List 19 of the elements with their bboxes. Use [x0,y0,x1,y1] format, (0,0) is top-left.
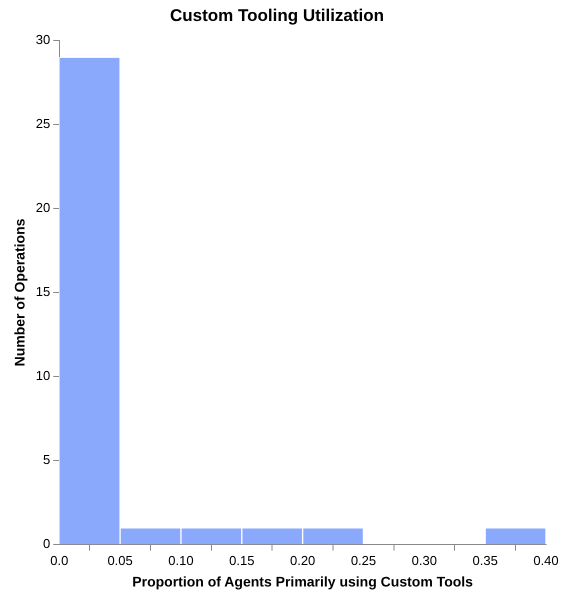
y-tick-label: 20 [36,200,50,216]
y-tick-label: 25 [36,116,50,132]
y-tick-label: 15 [36,284,50,300]
y-tick-label: 30 [36,32,50,47]
x-tick-label: 0.30 [412,552,437,568]
y-tick-label: 10 [36,368,50,384]
y-tick-label: 5 [43,452,50,468]
chart-title: Custom Tooling Utilization [170,6,384,25]
y-tick-label: 0 [43,536,50,552]
x-tick-label: 0.35 [472,552,498,568]
x-tick-label: 0.10 [168,552,194,568]
x-tick-label: 0.40 [533,552,559,568]
y-axis-title: Number of Operations [11,218,28,366]
x-tick-label: 0.05 [107,552,133,568]
x-tick-label: 0.0 [50,552,68,568]
x-tick-label: 0.15 [229,552,254,568]
x-axis-title: Proportion of Agents Primarily using Custom Tools [132,573,474,590]
x-tick-label: 0.20 [290,552,316,568]
x-tick-label: 0.25 [350,552,376,568]
